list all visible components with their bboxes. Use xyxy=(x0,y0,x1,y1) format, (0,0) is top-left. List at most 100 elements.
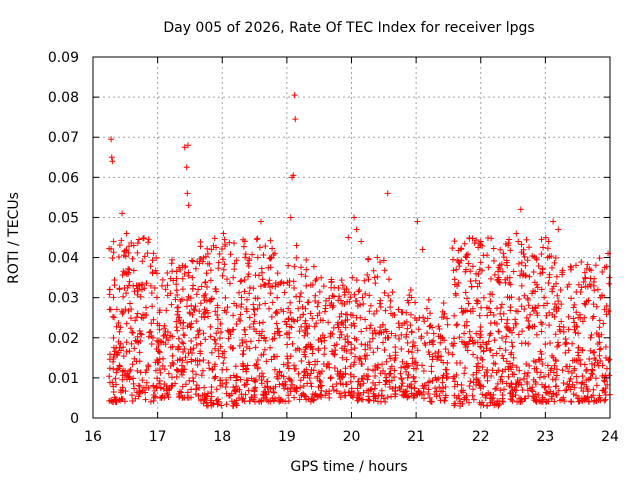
data-point xyxy=(529,323,536,330)
data-point xyxy=(357,301,364,308)
data-point xyxy=(231,266,238,273)
data-point xyxy=(506,274,513,281)
data-point xyxy=(169,359,176,366)
data-point xyxy=(554,292,561,299)
data-point xyxy=(274,370,281,377)
data-point xyxy=(473,236,480,243)
data-point xyxy=(597,397,604,404)
data-point xyxy=(552,331,559,338)
data-point xyxy=(308,366,315,373)
data-point xyxy=(134,333,141,340)
data-point xyxy=(180,340,187,347)
y-tick-label: 0.04 xyxy=(48,251,79,267)
data-point xyxy=(221,236,228,243)
data-point xyxy=(187,324,194,331)
data-point xyxy=(110,389,117,396)
data-point xyxy=(244,362,251,369)
data-point xyxy=(522,395,529,402)
data-point xyxy=(487,320,494,327)
data-point xyxy=(286,323,293,330)
data-point xyxy=(467,378,474,385)
data-point xyxy=(186,377,193,384)
data-point xyxy=(531,253,538,260)
data-point xyxy=(593,303,600,310)
data-point xyxy=(563,340,570,347)
data-point xyxy=(141,253,148,260)
data-point xyxy=(227,374,234,381)
data-point xyxy=(487,347,494,354)
data-point xyxy=(122,306,129,313)
data-point xyxy=(532,304,539,311)
data-point xyxy=(190,378,197,385)
x-tick-label: 18 xyxy=(213,429,231,445)
data-point xyxy=(189,311,196,318)
data-point xyxy=(252,378,259,385)
data-point xyxy=(300,383,307,390)
data-point xyxy=(106,245,113,252)
data-point xyxy=(515,331,522,338)
data-point xyxy=(558,318,565,325)
data-point xyxy=(342,365,349,372)
data-point xyxy=(404,393,411,400)
data-point xyxy=(519,386,526,393)
data-point xyxy=(321,334,328,341)
data-point xyxy=(259,370,266,377)
x-tick-label: 23 xyxy=(536,429,554,445)
data-point xyxy=(590,301,597,308)
data-point xyxy=(180,331,187,338)
data-point xyxy=(265,398,272,405)
data-point xyxy=(348,346,355,353)
data-point xyxy=(112,375,119,382)
data-point xyxy=(233,302,240,309)
data-point xyxy=(404,363,411,370)
data-point xyxy=(532,381,539,388)
data-point xyxy=(167,275,174,282)
data-point xyxy=(585,388,592,395)
data-point xyxy=(575,314,582,321)
data-point xyxy=(584,283,591,290)
data-point xyxy=(370,390,377,397)
data-point xyxy=(223,366,230,373)
data-point xyxy=(135,236,142,243)
data-point xyxy=(230,326,237,333)
data-point xyxy=(531,365,538,372)
data-point xyxy=(188,356,195,363)
data-point xyxy=(365,276,372,283)
data-point xyxy=(331,293,338,300)
data-point xyxy=(323,388,330,395)
data-point xyxy=(518,268,525,275)
y-tick-label: 0 xyxy=(70,411,79,427)
data-point xyxy=(258,265,265,272)
data-point xyxy=(347,378,354,385)
data-point xyxy=(451,281,458,288)
data-point xyxy=(555,298,562,305)
data-point xyxy=(606,280,613,287)
data-point xyxy=(237,278,244,285)
data-point xyxy=(573,262,580,269)
data-point xyxy=(121,248,128,255)
data-point xyxy=(429,324,436,331)
data-point xyxy=(453,359,460,366)
data-point xyxy=(459,309,466,316)
data-point xyxy=(193,341,200,348)
data-point xyxy=(167,332,174,339)
data-point xyxy=(179,262,186,269)
data-point xyxy=(129,361,136,368)
data-point xyxy=(441,337,448,344)
data-point xyxy=(189,285,196,292)
data-point xyxy=(515,260,522,267)
data-point xyxy=(364,352,371,359)
data-point xyxy=(351,359,358,366)
data-point xyxy=(599,268,606,275)
data-point xyxy=(151,394,158,401)
data-point xyxy=(189,368,196,375)
data-point xyxy=(217,320,224,327)
data-point xyxy=(148,290,155,297)
data-point xyxy=(593,382,600,389)
data-point xyxy=(478,344,485,351)
data-point xyxy=(256,320,263,327)
data-point xyxy=(153,270,160,277)
data-point xyxy=(567,376,574,383)
data-point xyxy=(214,304,221,311)
data-point xyxy=(588,370,595,377)
